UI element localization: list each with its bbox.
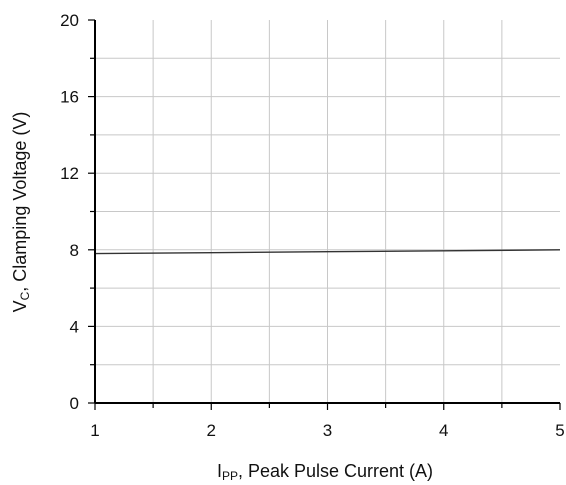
y-tick-label: 16 <box>60 88 79 107</box>
x-tick-label: 1 <box>90 421 99 440</box>
x-axis-title: IPP, Peak Pulse Current (A) <box>217 461 433 483</box>
series-layer <box>94 249 561 255</box>
y-tick-label: 0 <box>70 394 79 413</box>
x-tick-label: 4 <box>439 421 448 440</box>
x-tick-label: 2 <box>207 421 216 440</box>
series-line-0 <box>94 249 561 255</box>
grid <box>95 20 560 403</box>
y-tick-label: 4 <box>70 317 79 336</box>
y-axis-title: VC, Clamping Voltage (V) <box>10 112 32 313</box>
y-tick-label: 12 <box>60 164 79 183</box>
y-tick-label: 8 <box>70 241 79 260</box>
y-tick-label: 20 <box>60 11 79 30</box>
x-tick-label: 3 <box>323 421 332 440</box>
x-tick-label: 5 <box>555 421 564 440</box>
